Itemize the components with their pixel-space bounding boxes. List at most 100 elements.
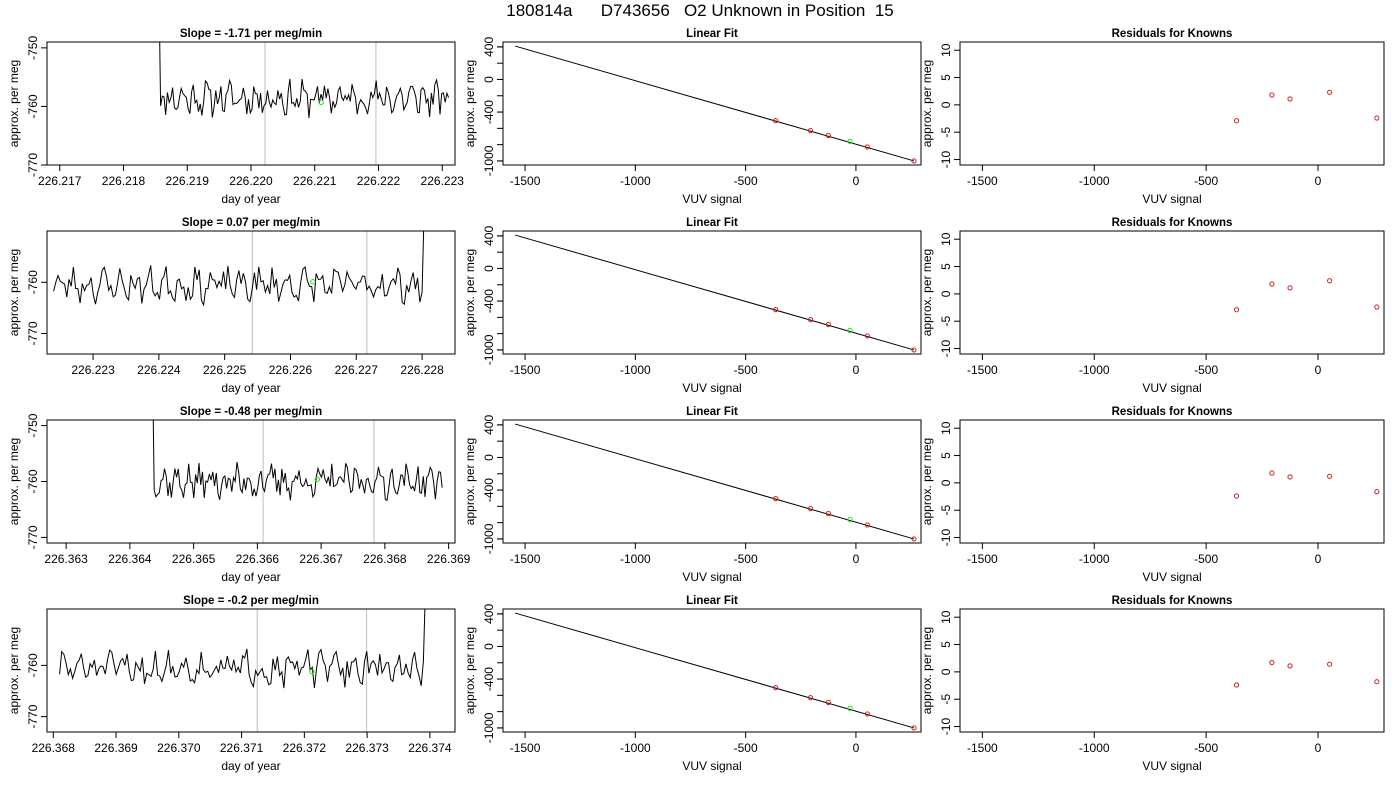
x-tick-label: -500: [734, 363, 758, 377]
plot-frame: [46, 608, 456, 733]
y-tick-label: -770: [26, 321, 40, 345]
plot-frame: [959, 608, 1385, 733]
y-tick-label: -400: [482, 289, 496, 313]
plot-area: [53, 231, 425, 354]
y-tick-label: 10: [939, 610, 953, 624]
plot-frame: [959, 41, 1385, 166]
known-point: [825, 321, 831, 328]
plot-area: [514, 612, 917, 731]
x-tick-label: -1000: [620, 363, 651, 377]
x-tick-label: -1500: [510, 741, 541, 755]
residual-point: [1233, 118, 1240, 124]
plot-frame: [46, 41, 456, 166]
plot-area: [1233, 659, 1380, 688]
x-tick-label: -500: [1194, 552, 1218, 566]
plot-area: [159, 42, 450, 165]
y-tick-label: -400: [482, 478, 496, 502]
y-tick-label: 10: [939, 232, 953, 246]
y-tick-label: -10: [939, 718, 953, 736]
y-tick-label: 0: [482, 265, 496, 272]
y-tick-label: -10: [939, 151, 953, 169]
x-tick-label: -1500: [967, 363, 998, 377]
x-tick-label: -1000: [1079, 174, 1110, 188]
x-tick-label: 226.374: [408, 741, 452, 755]
residual-point: [1287, 474, 1293, 480]
residual-point: [1269, 659, 1275, 666]
y-tick-label: 0: [939, 479, 953, 486]
data-trace: [152, 420, 443, 502]
x-tick-label: 0: [853, 552, 860, 566]
x-tick-label: 0: [1315, 552, 1322, 566]
panel-title: Slope = -0.2 per meg/min: [183, 595, 319, 607]
y-axis-label: approx. per meg: [920, 627, 934, 714]
x-axis-label: VUV signal: [682, 381, 741, 395]
y-axis-label: approx. per meg: [463, 438, 477, 525]
x-tick-label: 226.371: [220, 741, 264, 755]
y-tick-label: -10: [939, 340, 953, 358]
x-axis-label: VUV signal: [682, 570, 741, 584]
x-tick-label: -500: [734, 552, 758, 566]
y-axis-label: approx. per meg: [920, 60, 934, 147]
y-axis-label: approx. per meg: [920, 438, 934, 525]
y-tick-label: -1000: [482, 334, 496, 365]
x-axis-label: day of year: [221, 759, 280, 773]
known-point: [911, 347, 917, 353]
x-tick-label: 226.372: [283, 741, 327, 755]
x-tick-label: 0: [853, 174, 860, 188]
plot-area: [1233, 89, 1380, 124]
unknown-point: [847, 705, 853, 711]
y-tick-label: -400: [482, 100, 496, 124]
x-axis-label: VUV signal: [682, 192, 741, 206]
y-tick-label: -770: [26, 704, 40, 728]
x-tick-label: -1500: [967, 174, 998, 188]
plot-area: [152, 420, 443, 543]
plot-area: [514, 234, 917, 353]
panel-title: Linear Fit: [686, 28, 738, 40]
data-trace: [59, 609, 426, 689]
plot-frame: [502, 230, 922, 355]
panel-row3-linear-fit: Linear Fit -1500 -1000 -500 0 400 0 -400 -1000 VU…: [463, 406, 922, 584]
panel-row3-time-series: Slope = -0.48 per meg/min 226.363 226.364 2…: [7, 406, 471, 584]
data-trace: [53, 231, 425, 307]
x-tick-label: -500: [1194, 363, 1218, 377]
x-tick-label: 226.369: [94, 741, 138, 755]
panel-row4-residuals: Residuals for Knowns -1500 -1000 -500 0 10 5 0 -…: [920, 595, 1385, 773]
y-tick-label: 5: [939, 641, 953, 648]
known-point: [773, 118, 779, 124]
y-tick-label: -400: [482, 667, 496, 691]
x-tick-label: 226.224: [137, 363, 181, 377]
page-title: 180814a D743656 O2 Unknown in Position 1…: [506, 1, 894, 20]
y-tick-label: -760: [26, 94, 40, 118]
plot-frame: [46, 419, 456, 544]
x-axis-label: day of year: [221, 381, 280, 395]
panel-title: Residuals for Knowns: [1112, 406, 1233, 418]
y-tick-label: 5: [939, 74, 953, 81]
panel-row1-residuals: Residuals for Knowns -1500 -1000 -500 0 10 5 0 -…: [920, 28, 1385, 206]
x-tick-label: 226.218: [102, 174, 146, 188]
y-tick-label: -5: [939, 694, 953, 705]
data-trace: [159, 42, 450, 119]
x-tick-label: 0: [1315, 174, 1322, 188]
x-tick-label: 226.368: [32, 741, 76, 755]
known-point: [911, 536, 917, 542]
plot-area: [59, 609, 426, 732]
known-point: [911, 158, 917, 164]
unknown-point: [847, 516, 853, 522]
residual-point: [1374, 489, 1380, 495]
y-tick-label: -760: [26, 270, 40, 294]
x-tick-label: 0: [853, 363, 860, 377]
y-tick-label: 0: [482, 643, 496, 650]
x-tick-label: 226.225: [203, 363, 247, 377]
x-tick-label: 226.217: [38, 174, 82, 188]
known-point: [864, 333, 870, 339]
x-tick-label: -1000: [1079, 741, 1110, 755]
plot-area: [514, 423, 917, 542]
panel-row4-time-series: Slope = -0.2 per meg/min 226.368 226.369 22…: [7, 595, 456, 773]
x-axis-label: VUV signal: [1142, 192, 1201, 206]
known-point: [911, 725, 917, 731]
panel-title: Slope = 0.07 per meg/min: [182, 217, 320, 229]
plot-area: [1233, 470, 1380, 499]
x-tick-label: 226.227: [335, 363, 379, 377]
unknown-point: [310, 279, 316, 285]
known-point: [864, 522, 870, 528]
